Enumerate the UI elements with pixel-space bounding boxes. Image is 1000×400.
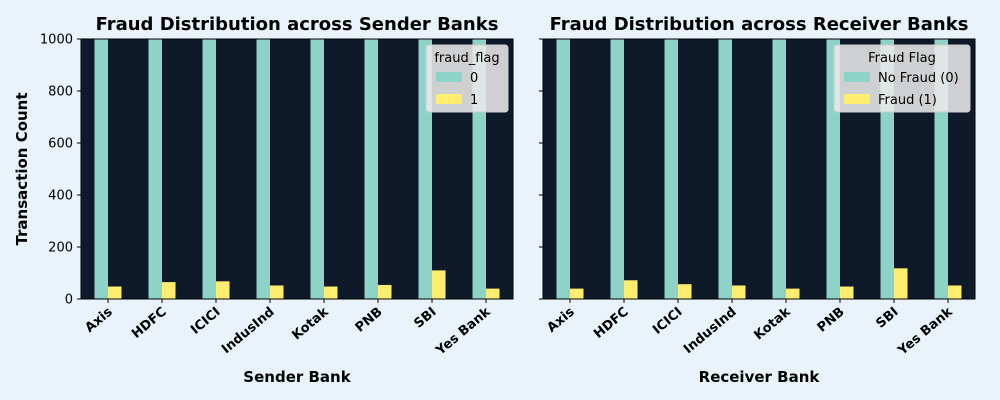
legend: fraud_flag 0 1	[425, 44, 509, 113]
x-tick-label: PNB	[815, 305, 848, 336]
legend-entry-0: No Fraud (0)	[878, 71, 959, 86]
bar-indusind-series-1	[270, 285, 284, 299]
y-tick-label: 200	[48, 241, 73, 256]
x-tick-label: Yes Bank	[433, 304, 494, 359]
bar-icici-series-0	[664, 39, 678, 299]
x-tick-label: IndusInd	[219, 305, 278, 357]
x-tick-label: Yes Bank	[895, 304, 956, 359]
x-axis-label: Receiver Bank	[699, 368, 821, 386]
bar-indusind-series-0	[256, 39, 270, 299]
x-tick-label: IndusInd	[681, 305, 740, 357]
bar-sbi-series-1	[432, 270, 446, 299]
bar-yes-bank-series-1	[948, 285, 962, 299]
bar-kotak-series-0	[310, 39, 324, 299]
bar-yes-bank-series-1	[486, 288, 500, 299]
bar-hdfc-series-0	[610, 39, 624, 299]
bar-kotak-series-1	[786, 288, 800, 299]
legend-title: Fraud Flag	[868, 51, 936, 66]
bar-pnb-series-1	[378, 284, 392, 299]
legend-entry-1: Fraud (1)	[878, 93, 937, 108]
legend-swatch-1	[436, 94, 462, 104]
bar-kotak-series-1	[324, 286, 338, 299]
x-tick-label: HDFC	[591, 305, 631, 342]
bar-pnb-series-1	[840, 286, 854, 299]
bar-icici-series-1	[678, 284, 692, 299]
legend-entry-1: 1	[470, 93, 478, 108]
x-tick-label: Axis	[544, 304, 577, 335]
legend-swatch-1	[844, 94, 870, 104]
bar-icici-series-1	[216, 281, 230, 299]
x-tick-label: SBI	[873, 305, 901, 332]
bar-axis-series-0	[94, 39, 108, 299]
bar-icici-series-0	[202, 39, 216, 299]
bar-indusind-series-1	[732, 285, 746, 299]
bar-indusind-series-0	[718, 39, 732, 299]
plot-frame	[542, 38, 976, 300]
y-tick-label: 600	[48, 137, 73, 152]
legend-title: fraud_flag	[434, 51, 499, 66]
legend-swatch-0	[844, 72, 870, 82]
bar-hdfc-series-1	[624, 280, 638, 299]
x-tick-label: ICICI	[188, 305, 223, 338]
x-tick-label: Kotak	[751, 304, 793, 343]
bar-axis-series-1	[570, 288, 584, 299]
bar-axis-series-0	[556, 39, 570, 299]
y-tick-label: 0	[65, 293, 73, 308]
bar-sbi-series-1	[894, 268, 908, 299]
x-tick-label: ICICI	[650, 305, 685, 338]
plot-frame	[80, 38, 514, 300]
legend-swatch-0	[436, 72, 462, 82]
x-tick-label: PNB	[353, 305, 386, 336]
bar-hdfc-series-1	[162, 282, 176, 299]
bar-axis-series-1	[108, 286, 122, 299]
x-tick-label: Axis	[82, 304, 115, 335]
chart-title: Fraud Distribution across Sender Banks	[96, 14, 499, 35]
x-tick-label: Kotak	[289, 304, 331, 343]
bar-kotak-series-0	[772, 39, 786, 299]
x-tick-label: SBI	[411, 305, 439, 332]
y-axis-label: Transaction Count	[13, 92, 31, 245]
chart-title: Fraud Distribution across Receiver Banks	[550, 14, 969, 35]
y-tick-label: 400	[48, 189, 73, 204]
legend: Fraud Flag No Fraud (0) Fraud (1)	[833, 44, 971, 113]
legend-entry-0: 0	[470, 71, 478, 86]
y-tick-label: 1000	[40, 33, 73, 48]
x-axis-label: Sender Bank	[243, 368, 351, 386]
bar-pnb-series-0	[364, 39, 378, 299]
x-tick-label: HDFC	[129, 305, 169, 342]
y-tick-label: 800	[48, 85, 73, 100]
bar-hdfc-series-0	[148, 39, 162, 299]
